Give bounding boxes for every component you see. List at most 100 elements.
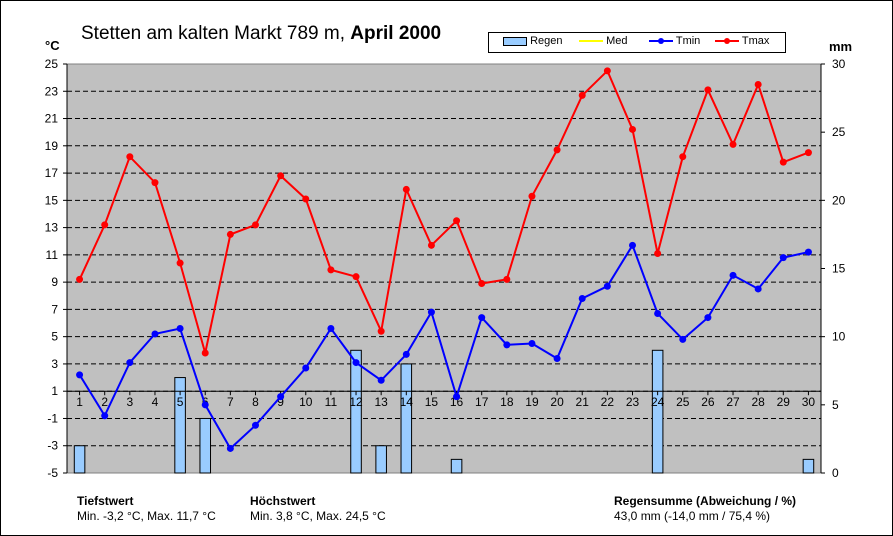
tmax-point xyxy=(277,172,285,180)
x-tick-label: 10 xyxy=(299,395,313,409)
tmax-point xyxy=(629,125,636,133)
tmax-point xyxy=(654,250,662,258)
tmin-point xyxy=(252,421,259,429)
x-tick-label: 30 xyxy=(802,395,816,409)
x-tick-label: 2 xyxy=(101,395,108,409)
tmax-point xyxy=(603,67,611,75)
tmin-point xyxy=(126,359,134,367)
legend-item-tmin: Tmin xyxy=(649,35,719,47)
tmin-point xyxy=(176,324,184,332)
rain-bar xyxy=(73,445,86,474)
x-tick-label: 5 xyxy=(177,395,184,409)
tmax-point xyxy=(226,230,234,238)
rain-bar xyxy=(450,458,463,474)
tmin-point xyxy=(277,393,285,401)
tmin-point xyxy=(503,341,511,349)
tmin-point xyxy=(76,371,84,379)
tmax-point xyxy=(377,327,385,335)
y-left-tick-label: 17 xyxy=(45,166,59,180)
tmin-point xyxy=(427,308,435,316)
x-tick-label: 11 xyxy=(325,395,338,409)
legend-item-med: Med xyxy=(579,35,649,47)
legend-label-med: Med xyxy=(606,35,628,47)
y-left-tick-label: 9 xyxy=(51,275,58,289)
tmax-point xyxy=(327,266,335,274)
y-left-tick-label: 3 xyxy=(51,357,58,371)
tmin-point xyxy=(302,364,310,372)
tmax-point xyxy=(427,241,435,249)
tmin-point xyxy=(679,335,687,343)
plot-area xyxy=(66,63,822,474)
legend-swatch-tmax xyxy=(715,38,739,45)
tmin-point xyxy=(327,324,335,332)
title-month: April 2000 xyxy=(350,23,442,44)
tmax-point xyxy=(804,149,812,157)
tmin-point xyxy=(654,309,662,317)
tmax-point xyxy=(101,221,109,229)
stat-rain-sum: Regensumme (Abweichung / %) 43,0 mm (-14… xyxy=(614,494,796,524)
x-tick-label: 20 xyxy=(550,395,564,409)
y-right-tick-label: 0 xyxy=(832,466,839,480)
x-tick-label: 25 xyxy=(676,395,690,409)
tmin-point xyxy=(629,241,636,249)
tmin-line xyxy=(78,243,809,451)
tmax-point xyxy=(76,275,84,283)
tmin-point xyxy=(578,294,586,302)
tmax-point xyxy=(754,80,762,88)
tmin-point xyxy=(226,444,234,452)
tmin-point xyxy=(804,248,812,256)
tmin-point xyxy=(453,393,461,401)
x-tick-label: 22 xyxy=(601,395,615,409)
x-tick-label: 7 xyxy=(227,395,234,409)
x-tick-label: 21 xyxy=(576,395,590,409)
stat-highest-values: Min. 3,8 °C, Max. 24,5 °C xyxy=(250,509,386,523)
tmax-point xyxy=(578,91,586,99)
stat-rain-heading: Regensumme (Abweichung / %) xyxy=(614,494,797,508)
y-right-tick-label: 5 xyxy=(832,398,839,412)
x-tick-label: 26 xyxy=(701,395,715,409)
x-tick-label: 15 xyxy=(425,395,439,409)
tmin-point xyxy=(528,339,536,347)
x-tick-label: 27 xyxy=(726,395,740,409)
rain-bar xyxy=(400,363,413,474)
y-left-tick-label: 23 xyxy=(45,84,59,98)
x-tick-label: 8 xyxy=(252,395,259,409)
stat-lowest-heading: Tiefstwert xyxy=(77,494,134,508)
y-left-tick-label: -3 xyxy=(47,439,58,453)
tmax-point xyxy=(126,153,134,161)
tmin-point xyxy=(754,285,762,293)
y-right-tick-label: 25 xyxy=(832,125,846,139)
tmin-point xyxy=(151,330,159,338)
stat-highest-heading: Höchstwert xyxy=(250,494,316,508)
y-left-tick-label: 21 xyxy=(45,112,59,126)
legend-swatch-tmin xyxy=(649,38,673,45)
tmax-point xyxy=(302,195,310,203)
tmin-point xyxy=(201,401,209,409)
x-tick-label: 14 xyxy=(400,395,414,409)
x-tick-label: 12 xyxy=(349,395,363,409)
y-right-tick-label: 15 xyxy=(832,262,846,276)
y-right-tick-label: 20 xyxy=(832,193,846,207)
x-tick-label: 17 xyxy=(475,395,489,409)
y-left-tick-label: 11 xyxy=(46,248,59,262)
tmax-point xyxy=(779,158,787,166)
y-left-tick-label: -5 xyxy=(47,466,58,480)
tmin-point xyxy=(729,271,737,279)
tmin-point xyxy=(402,350,410,358)
legend-label-regen: Regen xyxy=(530,35,563,47)
tmin-point xyxy=(603,282,611,290)
tmin-point xyxy=(553,354,561,362)
x-tick-label: 23 xyxy=(626,395,640,409)
tmin-point xyxy=(352,359,360,367)
tmax-point xyxy=(478,279,486,287)
rain-bar xyxy=(802,458,815,474)
y-left-tick-label: 5 xyxy=(51,330,58,344)
tmax-point xyxy=(553,146,561,154)
chart-title: Stetten am kalten Markt 789 m, April 200… xyxy=(81,23,441,45)
y-left-tick-label: 7 xyxy=(51,302,58,316)
y-left-tick-label: 25 xyxy=(45,57,59,71)
x-tick-label: 1 xyxy=(76,395,83,409)
tmin-point xyxy=(377,376,385,384)
y-right-tick-label: 30 xyxy=(832,57,846,71)
